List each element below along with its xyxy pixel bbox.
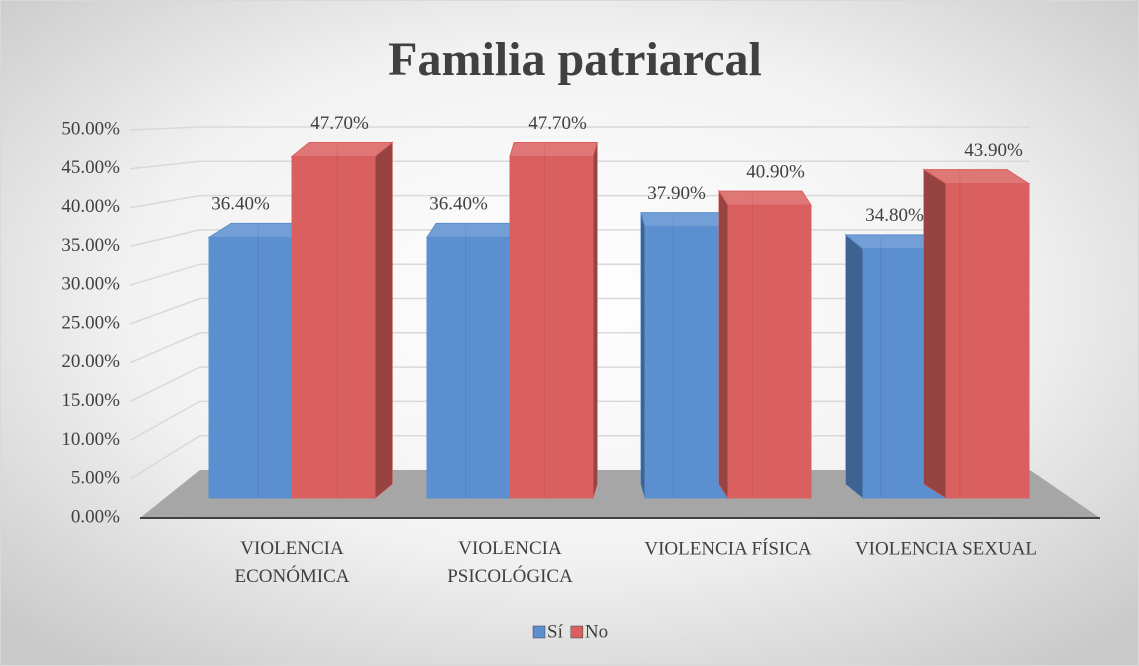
x-tick-label: VIOLENCIA FÍSICA	[644, 537, 812, 559]
bar	[208, 236, 293, 499]
bar-top-shade	[509, 141, 598, 157]
data-label: 37.90%	[647, 183, 706, 204]
bar-top-shade	[640, 212, 729, 228]
x-tick-label: VIOLENCIA PSICOLÓGICA	[447, 538, 573, 587]
bar-top	[641, 212, 728, 227]
x-tick-label: VIOLENCIA SEXUAL	[855, 538, 1037, 559]
data-label: 47.70%	[528, 113, 587, 134]
bar-top	[923, 169, 1029, 184]
y-tick-label: 35.00%	[61, 235, 120, 256]
y-tick-label: 45.00%	[61, 157, 120, 178]
bar-side-shade	[719, 191, 728, 498]
bar-top	[209, 223, 315, 238]
data-label: 34.80%	[865, 205, 924, 226]
bar	[727, 204, 812, 499]
bar-side-shade	[923, 169, 946, 498]
legend-label: No	[585, 621, 608, 642]
y-tick-label: 15.00%	[61, 390, 120, 411]
y-tick-label: 50.00%	[61, 118, 120, 139]
bar-top	[292, 142, 393, 157]
legend-label: Sí	[547, 621, 564, 642]
bar	[509, 155, 594, 499]
bar	[426, 236, 511, 499]
data-label: 40.90%	[746, 162, 805, 183]
bar	[291, 155, 376, 499]
x-tick-label: VIOLENCIA ECONÓMICA	[234, 538, 349, 587]
data-label: 43.90%	[964, 140, 1023, 161]
bar-side-shade	[641, 212, 645, 499]
bar-top-shade	[718, 190, 812, 206]
legend-swatch	[570, 625, 584, 639]
data-label: 36.40%	[211, 194, 270, 215]
bar	[644, 226, 729, 499]
legend-swatch	[532, 625, 546, 639]
bar-top-shade	[290, 141, 394, 157]
grid-line	[129, 126, 1030, 131]
y-tick-label: 20.00%	[61, 351, 120, 372]
bar-side-shade	[845, 234, 863, 498]
y-tick-label: 0.00%	[71, 506, 120, 527]
bar-side-shade	[593, 142, 598, 498]
bar-top	[845, 234, 946, 249]
y-tick-label: 25.00%	[61, 312, 120, 333]
bar	[945, 183, 1030, 499]
y-tick-label: 10.00%	[61, 429, 120, 450]
y-tick-label: 40.00%	[61, 196, 120, 217]
bar-top	[510, 142, 598, 157]
data-label: 36.40%	[429, 194, 488, 215]
bar-top	[719, 191, 811, 206]
data-label: 47.70%	[310, 113, 369, 134]
bar-top-shade	[426, 222, 521, 238]
bar-side-shade	[375, 142, 393, 498]
y-tick-label: 5.00%	[71, 468, 120, 489]
bar-top	[427, 223, 520, 238]
chart-title: Familia patriarcal	[388, 33, 762, 86]
y-tick-label: 30.00%	[61, 274, 120, 295]
grid-line	[129, 160, 1030, 170]
